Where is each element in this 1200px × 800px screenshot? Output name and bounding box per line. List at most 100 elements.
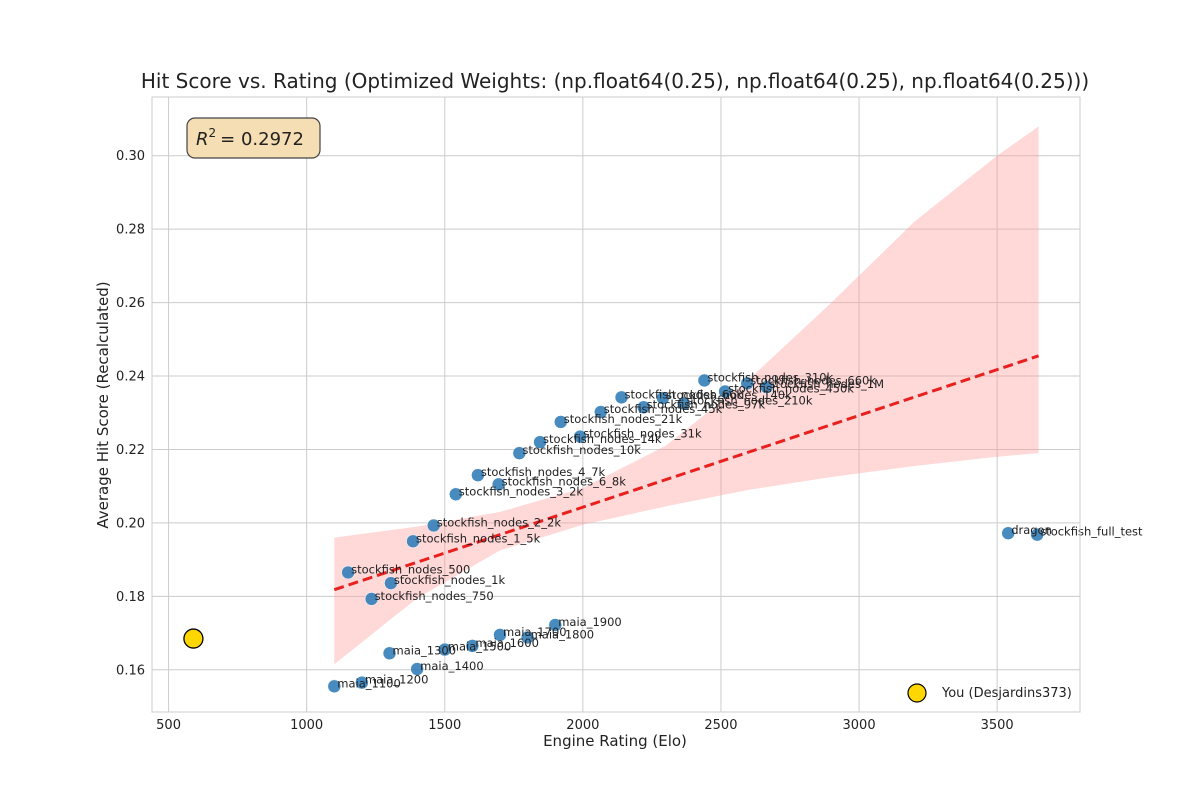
y-tick-label: 0.16 <box>116 663 145 678</box>
point-label: stockfish_nodes_3_2k <box>459 484 584 498</box>
data-point <box>636 400 651 415</box>
data-point <box>740 376 754 391</box>
point-label: maia_1200 <box>365 673 429 687</box>
point-label: stockfish_nodes_10k <box>522 443 641 457</box>
r2-value: = 0.2972 <box>220 129 304 150</box>
data-point <box>438 642 452 657</box>
point-label: stockfish_full_test <box>1040 525 1143 539</box>
point-label: maia_1400 <box>420 659 484 673</box>
data-point <box>449 487 463 502</box>
y-tick-labels: 0.16 0.18 0.20 0.22 0.24 0.26 0.28 0.30 <box>116 149 145 678</box>
legend-marker <box>907 683 927 703</box>
point-label: stockfish_nodes_1_5k <box>416 531 541 545</box>
point-label: maia_1300 <box>393 643 457 657</box>
data-points <box>183 373 1044 694</box>
point-label: maia_1700 <box>503 625 567 639</box>
point-label: stockfish_nodes_14k <box>543 432 662 446</box>
point-label: dragon <box>1011 523 1052 537</box>
data-point <box>493 628 507 642</box>
data-point <box>697 373 712 388</box>
data-point <box>573 429 587 444</box>
point-label: stockfish_nodes_500 <box>351 562 470 576</box>
user-data-point <box>183 628 204 649</box>
data-point <box>382 646 397 661</box>
point-label: stockfish_nodes_2_2k <box>437 515 562 529</box>
data-point <box>548 618 562 632</box>
r2-text: R2 = 0.2972 <box>196 126 304 150</box>
r2-annotation-box: R2 = 0.2972 <box>186 117 321 159</box>
point-label: maia_1900 <box>558 615 622 629</box>
x-tick-label: 3000 <box>843 718 876 733</box>
data-point <box>384 576 398 590</box>
r2-symbol: R <box>196 129 209 150</box>
data-point <box>533 435 547 449</box>
y-axis-label: Average Hit Score (Recalculated) <box>94 281 112 528</box>
point-label: stockfish_nodes_660k <box>750 373 876 387</box>
x-tick-label: 1500 <box>428 718 461 733</box>
point-label: maia_1500 <box>448 640 512 654</box>
point-label: maia_1100 <box>337 676 401 690</box>
plot-frame <box>151 96 1081 713</box>
r2-superscript: 2 <box>209 126 217 140</box>
point-label: stockfish_nodes_750 <box>375 589 494 603</box>
data-point <box>676 396 691 411</box>
point-label: stockfish_nodes_21k <box>564 412 683 426</box>
data-point <box>1001 526 1015 540</box>
data-point <box>491 477 506 492</box>
point-label: stockfish_nodes_66k <box>625 387 744 401</box>
legend: You (Desjardins373) <box>907 683 1072 703</box>
y-tick-label: 0.26 <box>116 296 145 311</box>
data-point <box>426 518 441 533</box>
point-label: stockfish_nodes_97k <box>647 397 766 411</box>
data-point <box>594 405 608 419</box>
data-point <box>471 468 485 482</box>
data-point <box>614 390 629 405</box>
data-point <box>327 679 342 694</box>
r2-box-background <box>186 117 321 159</box>
point-label: stockfish_nodes_6_8k <box>502 474 627 488</box>
data-point <box>341 565 355 580</box>
x-tick-label: 2500 <box>704 718 737 733</box>
data-point <box>465 639 480 653</box>
x-tick-label: 1000 <box>290 718 323 733</box>
chart-title: Hit Score vs. Rating (Optimized Weights:… <box>141 69 1089 93</box>
y-tick-label: 0.24 <box>116 370 145 385</box>
data-point <box>512 446 527 460</box>
legend-label: You (Desjardins373) <box>941 686 1072 701</box>
data-point <box>355 675 369 690</box>
data-point <box>364 592 379 606</box>
regression-dashed-line <box>333 354 1040 592</box>
data-point <box>410 662 424 676</box>
y-tick-label: 0.30 <box>116 149 145 164</box>
point-label: maia_1600 <box>475 636 539 650</box>
y-tick-label: 0.20 <box>116 516 145 531</box>
data-point <box>1030 527 1044 542</box>
point-label: stockfish_nodes_140k <box>666 388 792 402</box>
data-point <box>554 415 568 429</box>
point-label: stockfish_nodes_450k <box>728 381 854 395</box>
data-point <box>656 391 670 405</box>
point-label: stockfish_nodes_31k <box>583 427 702 441</box>
y-tick-label: 0.22 <box>116 443 145 458</box>
data-point <box>718 384 732 399</box>
data-point <box>520 630 535 645</box>
data-point <box>406 534 420 549</box>
point-label: stockfish_nodes_210k <box>687 394 813 408</box>
grid-lines <box>152 97 1080 712</box>
point-label: stockfish_nodes_1k <box>394 573 506 587</box>
data-point <box>759 380 774 394</box>
point-label: stockfish_nodes_310k <box>707 370 833 384</box>
point-label: stockfish_nodes_4_7k <box>481 465 606 479</box>
y-tick-label: 0.28 <box>116 223 145 238</box>
x-tick-label: 500 <box>156 718 181 733</box>
x-tick-label: 2000 <box>566 718 599 733</box>
y-tick-label: 0.18 <box>116 590 145 605</box>
regression-line <box>333 354 1040 592</box>
x-tick-labels: 500 1000 1500 2000 2500 3000 3500 <box>156 718 1014 733</box>
point-label: maia_1800 <box>531 627 595 641</box>
x-axis-label: Engine Rating (Elo) <box>543 732 687 750</box>
point-label: stockfish_nodes_1M <box>770 377 884 391</box>
x-tick-label: 3500 <box>981 718 1014 733</box>
